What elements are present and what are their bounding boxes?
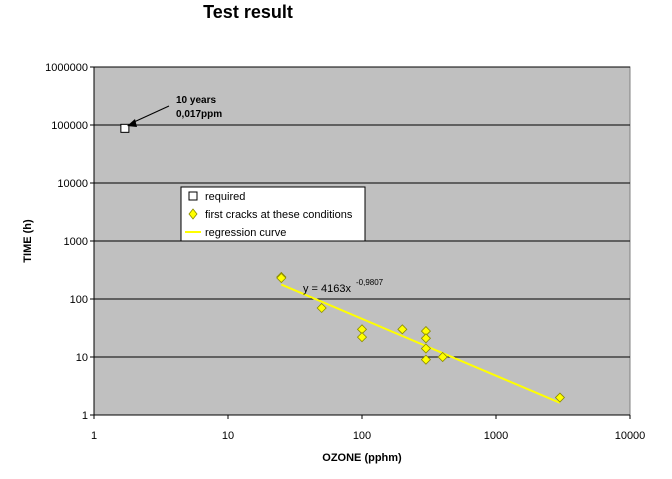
y-tick-label: 100 (70, 294, 88, 306)
y-tick-label: 1000 (64, 236, 88, 248)
crack-point-marker (420, 354, 431, 365)
regression-curve (280, 283, 561, 404)
x-tick-label: 10000 (615, 430, 646, 442)
equation-main: y = 4163x (303, 283, 352, 295)
crack-point-marker (316, 302, 327, 314)
chart-title: Test result (203, 2, 293, 22)
x-tick-label: 1 (91, 430, 97, 442)
crack-point-marker (356, 332, 368, 343)
x-tick-labels: 1 10 100 1000 10000 (91, 430, 645, 442)
annotation-arrow-head (127, 119, 137, 127)
y-tick-label: 1000000 (45, 62, 88, 74)
legend-box (180, 186, 366, 242)
crack-point-marker (276, 272, 287, 284)
legend-label-required: required (205, 191, 245, 203)
x-axis-title: OZONE (pphm) (322, 452, 402, 464)
y-tick-label: 10 (76, 352, 88, 364)
legend-label-regression: regression curve (205, 227, 286, 239)
crack-point-marker (420, 343, 431, 354)
y-tick-label: 10000 (57, 178, 88, 190)
crack-point-marker (397, 324, 408, 335)
y-tick-labels: 1 10 100 1000 10000 100000 1000000 (45, 62, 88, 422)
required-point-annotation: 10 years 0,017ppm (127, 95, 222, 127)
equation-exponent: -0,9807 (356, 278, 384, 287)
regression-equation: y = 4163x -0,9807 (303, 278, 384, 295)
crack-point-marker (420, 333, 431, 344)
data-points (120, 123, 565, 403)
annotation-arrow-line (133, 105, 170, 123)
legend-label-cracks: first cracks at these conditions (205, 209, 353, 221)
x-tick-label: 100 (353, 430, 371, 442)
required-point-marker (120, 123, 130, 133)
axes (90, 66, 631, 419)
legend: required first cracks at these condition… (180, 186, 366, 242)
regression-line (280, 283, 561, 404)
y-tick-label: 100000 (51, 120, 88, 132)
annotation-line-1: 10 years (176, 95, 216, 106)
legend-marker-cracks (188, 208, 198, 220)
annotation-line-2: 0,017ppm (176, 109, 222, 120)
crack-point-marker (437, 351, 448, 363)
y-axis-title: TIME (h) (22, 219, 34, 263)
crack-point-marker (554, 392, 565, 403)
legend-marker-required (188, 191, 198, 201)
x-tick-label: 10 (222, 430, 234, 442)
x-tick-label: 1000 (484, 430, 508, 442)
y-tick-label: 1 (82, 410, 88, 422)
